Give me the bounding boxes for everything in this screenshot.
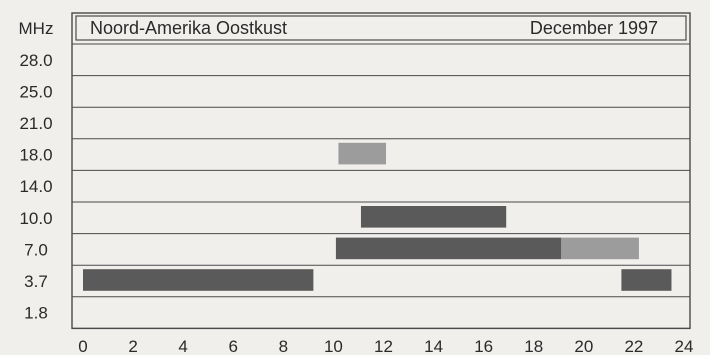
x-tick-label: 2 (128, 337, 137, 355)
y-tick-label: 7.0 (24, 240, 48, 259)
y-tick-label: 28.0 (19, 51, 52, 70)
propagation-bar (338, 142, 387, 165)
propagation-bar (621, 269, 672, 291)
propagation-bar (360, 206, 507, 228)
chart-title: Noord-Amerika Oostkust (90, 18, 287, 38)
y-tick-label: 14.0 (19, 177, 52, 196)
y-tick-label: 25.0 (19, 82, 52, 101)
x-tick-label: 16 (474, 337, 493, 355)
x-tick-label: 8 (279, 337, 288, 355)
y-tick-label: 3.7 (24, 272, 48, 291)
chart-date: December 1997 (530, 18, 658, 38)
y-tick-label: 18.0 (19, 146, 52, 165)
header-box (75, 15, 687, 41)
propagation-bar (83, 269, 314, 291)
x-tick-label: 14 (424, 337, 443, 355)
propagation-bar (561, 237, 639, 260)
y-tick-label: 10.0 (19, 209, 52, 228)
x-tick-label: 6 (229, 337, 238, 355)
propagation-bar (335, 237, 562, 260)
x-tick-label: 22 (624, 337, 643, 355)
y-axis-unit-label: MHz (19, 19, 54, 38)
x-tick-label: 18 (524, 337, 543, 355)
y-tick-label: 21.0 (19, 114, 52, 133)
x-tick-label: 4 (178, 337, 187, 355)
x-tick-label: 0 (78, 337, 87, 355)
x-tick-label: 20 (574, 337, 593, 355)
x-tick-label: 10 (324, 337, 343, 355)
y-tick-label: 1.8 (24, 304, 48, 323)
x-tick-label: 24 (675, 337, 694, 355)
x-tick-label: 12 (374, 337, 393, 355)
